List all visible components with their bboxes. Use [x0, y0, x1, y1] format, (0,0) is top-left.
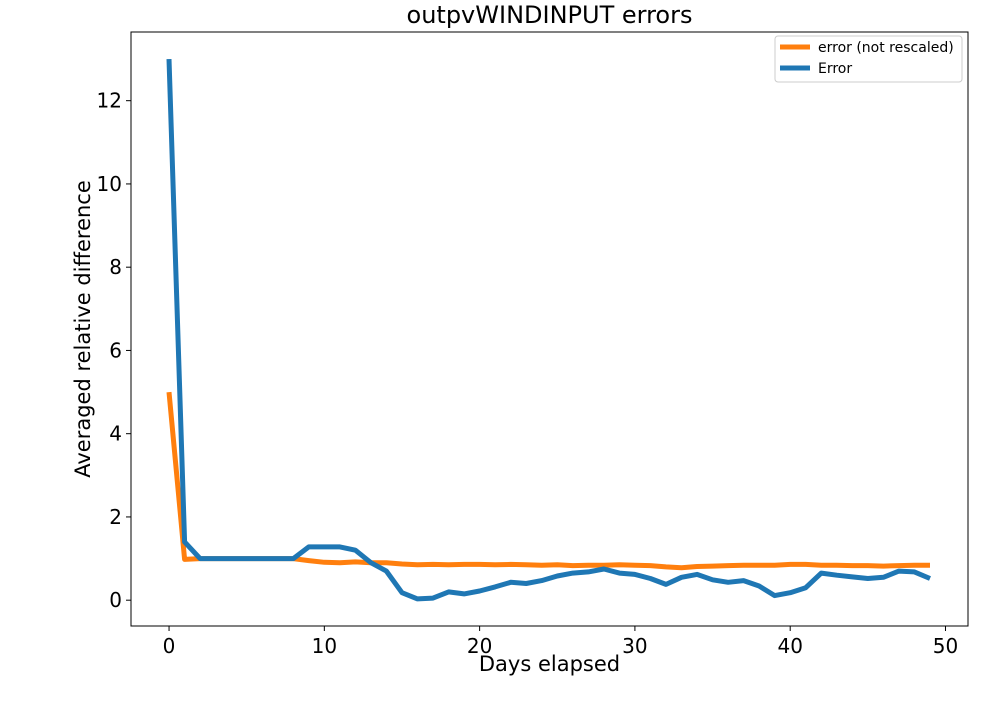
- x-axis-label: Days elapsed: [479, 652, 620, 676]
- y-axis-label: Averaged relative difference: [71, 180, 95, 478]
- x-tick-label: 30: [622, 634, 647, 658]
- legend-label-error: Error: [818, 61, 852, 77]
- plot-area: [166, 59, 931, 602]
- y-tick-label: 0: [109, 588, 122, 612]
- series-line-error: [166, 59, 931, 602]
- axis-ticks: 0 10 20 30 40 50 0 2 4 6 8 10 12: [97, 89, 959, 658]
- chart-title: outpvWINDINPUT errors: [407, 1, 693, 29]
- y-tick-label: 12: [97, 89, 122, 113]
- legend: error (not rescaled) Error: [774, 35, 963, 83]
- y-tick-label: 2: [109, 505, 122, 529]
- y-tick-label: 8: [109, 255, 122, 279]
- series-line-error-not-rescaled: [166, 391, 930, 571]
- axes-frame: [130, 31, 969, 627]
- legend-box: [774, 35, 963, 83]
- y-tick-label: 6: [109, 338, 122, 362]
- x-tick-label: 40: [777, 634, 802, 658]
- y-tick-label: 4: [109, 422, 122, 446]
- x-tick-label: 20: [467, 634, 492, 658]
- y-tick-label: 10: [97, 172, 122, 196]
- x-tick-label: 0: [163, 634, 176, 658]
- x-tick-label: 10: [312, 634, 337, 658]
- legend-label-error-not-rescaled: error (not rescaled): [818, 40, 954, 56]
- x-tick-label: 50: [933, 634, 958, 658]
